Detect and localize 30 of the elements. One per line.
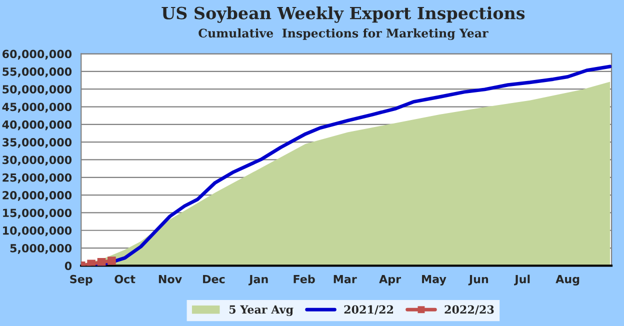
x-tick-label: Mar xyxy=(334,275,357,284)
y-tick-label: 25,000,000 xyxy=(2,173,72,184)
legend-label: 2022/23 xyxy=(444,305,494,315)
y-tick-label: 55,000,000 xyxy=(2,67,72,78)
chart-subtitle: Cumulative Inspections for Marketing Year xyxy=(198,28,488,40)
y-tick-label: 15,000,000 xyxy=(3,208,72,219)
x-tick-label: Nov xyxy=(158,275,182,284)
y-tick-label: 60,000,000 xyxy=(2,50,72,60)
x-tick-label: Sep xyxy=(70,274,92,286)
x-tick-label: Jan xyxy=(248,275,268,286)
y-tick-label: 35,000,000 xyxy=(2,138,72,148)
chart-title: US Soybean Weekly Export Inspections xyxy=(162,6,525,23)
x-tick-label: Aug xyxy=(556,274,580,286)
x-tick-label: Apr xyxy=(379,275,402,286)
y-tick-label: 40,000,000 xyxy=(2,120,72,130)
legend-label: 5 Year Avg xyxy=(230,305,294,316)
y-tick-label: 50,000,000 xyxy=(2,85,72,95)
y-tick-label: 0 xyxy=(64,262,72,270)
y-tick-label: 20,000,000 xyxy=(2,191,72,201)
x-tick-label: Dec xyxy=(203,275,225,284)
x-tick-label: Feb xyxy=(294,274,315,284)
legend-label: 2021/22 xyxy=(344,305,394,315)
x-tick-label: Jul xyxy=(514,274,530,286)
y-tick-label: 10,000,000 xyxy=(3,226,72,236)
y-tick-label: 45,000,000 xyxy=(2,102,72,113)
x-tick-label: Jun xyxy=(468,275,488,286)
y-tick-label: 30,000,000 xyxy=(2,156,72,166)
x-tick-label: Oct xyxy=(114,274,136,284)
x-tick-label: May xyxy=(422,274,446,286)
y-tick-label: 5,000,000 xyxy=(10,244,72,254)
